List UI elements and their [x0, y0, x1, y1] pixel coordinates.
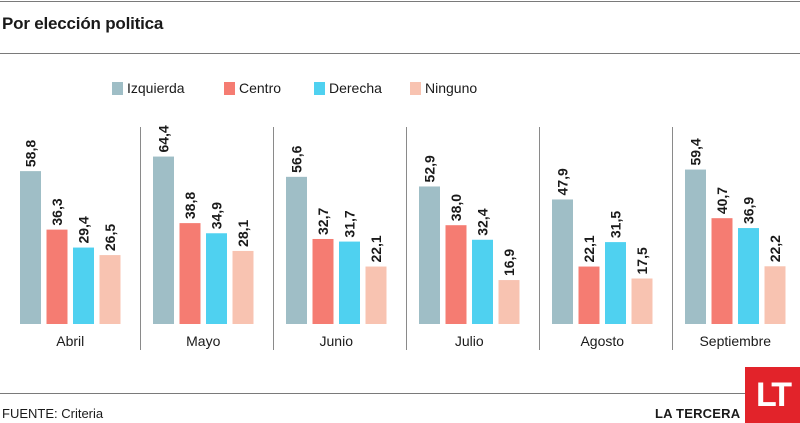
legend-swatch [314, 82, 325, 95]
data-label: 58,8 [23, 140, 39, 167]
bar-derecha [738, 228, 759, 324]
bar-izquierda [685, 169, 706, 324]
data-label: 38,0 [448, 194, 464, 221]
data-label: 59,4 [688, 138, 704, 165]
category-label: Agosto [580, 333, 624, 349]
data-label: 28,1 [235, 219, 251, 246]
bar-ninguno [365, 266, 387, 324]
data-label: 16,9 [501, 249, 517, 276]
bar-centro [46, 229, 68, 324]
brand-logo: LT [745, 367, 800, 423]
bar-izquierda [286, 176, 307, 324]
data-label: 22,2 [767, 235, 783, 262]
brand-name: LA TERCERA [655, 406, 741, 421]
bar-izquierda [153, 156, 174, 324]
data-label: 40,7 [714, 187, 730, 214]
bar-ninguno [631, 278, 653, 324]
legend-swatch [224, 82, 235, 95]
bar-izquierda [20, 171, 41, 324]
category-label: Septiembre [699, 333, 771, 349]
bar-derecha [339, 241, 360, 324]
bar-centro [179, 223, 201, 324]
bar-ninguno [764, 266, 786, 324]
category-label: Julio [455, 333, 484, 349]
data-label: 56,6 [289, 145, 305, 172]
data-label: 38,8 [182, 192, 198, 219]
data-label: 32,4 [475, 208, 491, 235]
bar-derecha [206, 233, 227, 324]
chart-title: Por elección politica [2, 14, 164, 33]
bar-derecha [472, 239, 493, 324]
data-label: 47,9 [555, 168, 571, 195]
data-label: 29,4 [76, 216, 92, 243]
bar-centro [445, 225, 467, 324]
bar-izquierda [419, 186, 440, 324]
bar-centro [312, 238, 334, 324]
legend-label: Centro [239, 80, 282, 96]
data-label: 32,7 [315, 208, 331, 235]
data-label: 31,5 [608, 211, 624, 238]
category-label: Mayo [186, 333, 220, 349]
data-label: 26,5 [102, 224, 118, 251]
bar-centro [711, 218, 733, 324]
footer-rule [0, 393, 745, 394]
bar-ninguno [99, 255, 121, 324]
legend-label: Ninguno [425, 80, 478, 96]
bar-ninguno [498, 280, 520, 324]
data-label: 34,9 [209, 202, 225, 229]
bar-derecha [605, 242, 626, 324]
bar-izquierda [552, 199, 573, 324]
category-label: Junio [320, 333, 354, 349]
bar-centro [578, 266, 600, 324]
title-rule [0, 53, 800, 54]
bar-ninguno [232, 250, 254, 324]
data-label: 64,4 [156, 125, 172, 152]
bar-chart: 58,8 36,3 29,4 26,5 Abril 64,4 38,8 34,9 28,1 May… [20, 125, 786, 350]
bar-derecha [73, 247, 94, 324]
data-label: 36,9 [741, 197, 757, 224]
data-label: 31,7 [342, 210, 358, 237]
data-label: 17,5 [634, 247, 650, 274]
legend-label: Derecha [329, 80, 382, 96]
source-note: FUENTE: Criteria [2, 406, 104, 421]
legend-label: Izquierda [127, 80, 185, 96]
data-label: 22,1 [368, 235, 384, 262]
data-label: 22,1 [581, 235, 597, 262]
legend-swatch [112, 82, 123, 95]
legend-swatch [410, 82, 421, 95]
category-label: Abril [56, 333, 84, 349]
top-rule [0, 1, 800, 2]
data-label: 52,9 [422, 155, 438, 182]
data-label: 36,3 [49, 198, 65, 225]
